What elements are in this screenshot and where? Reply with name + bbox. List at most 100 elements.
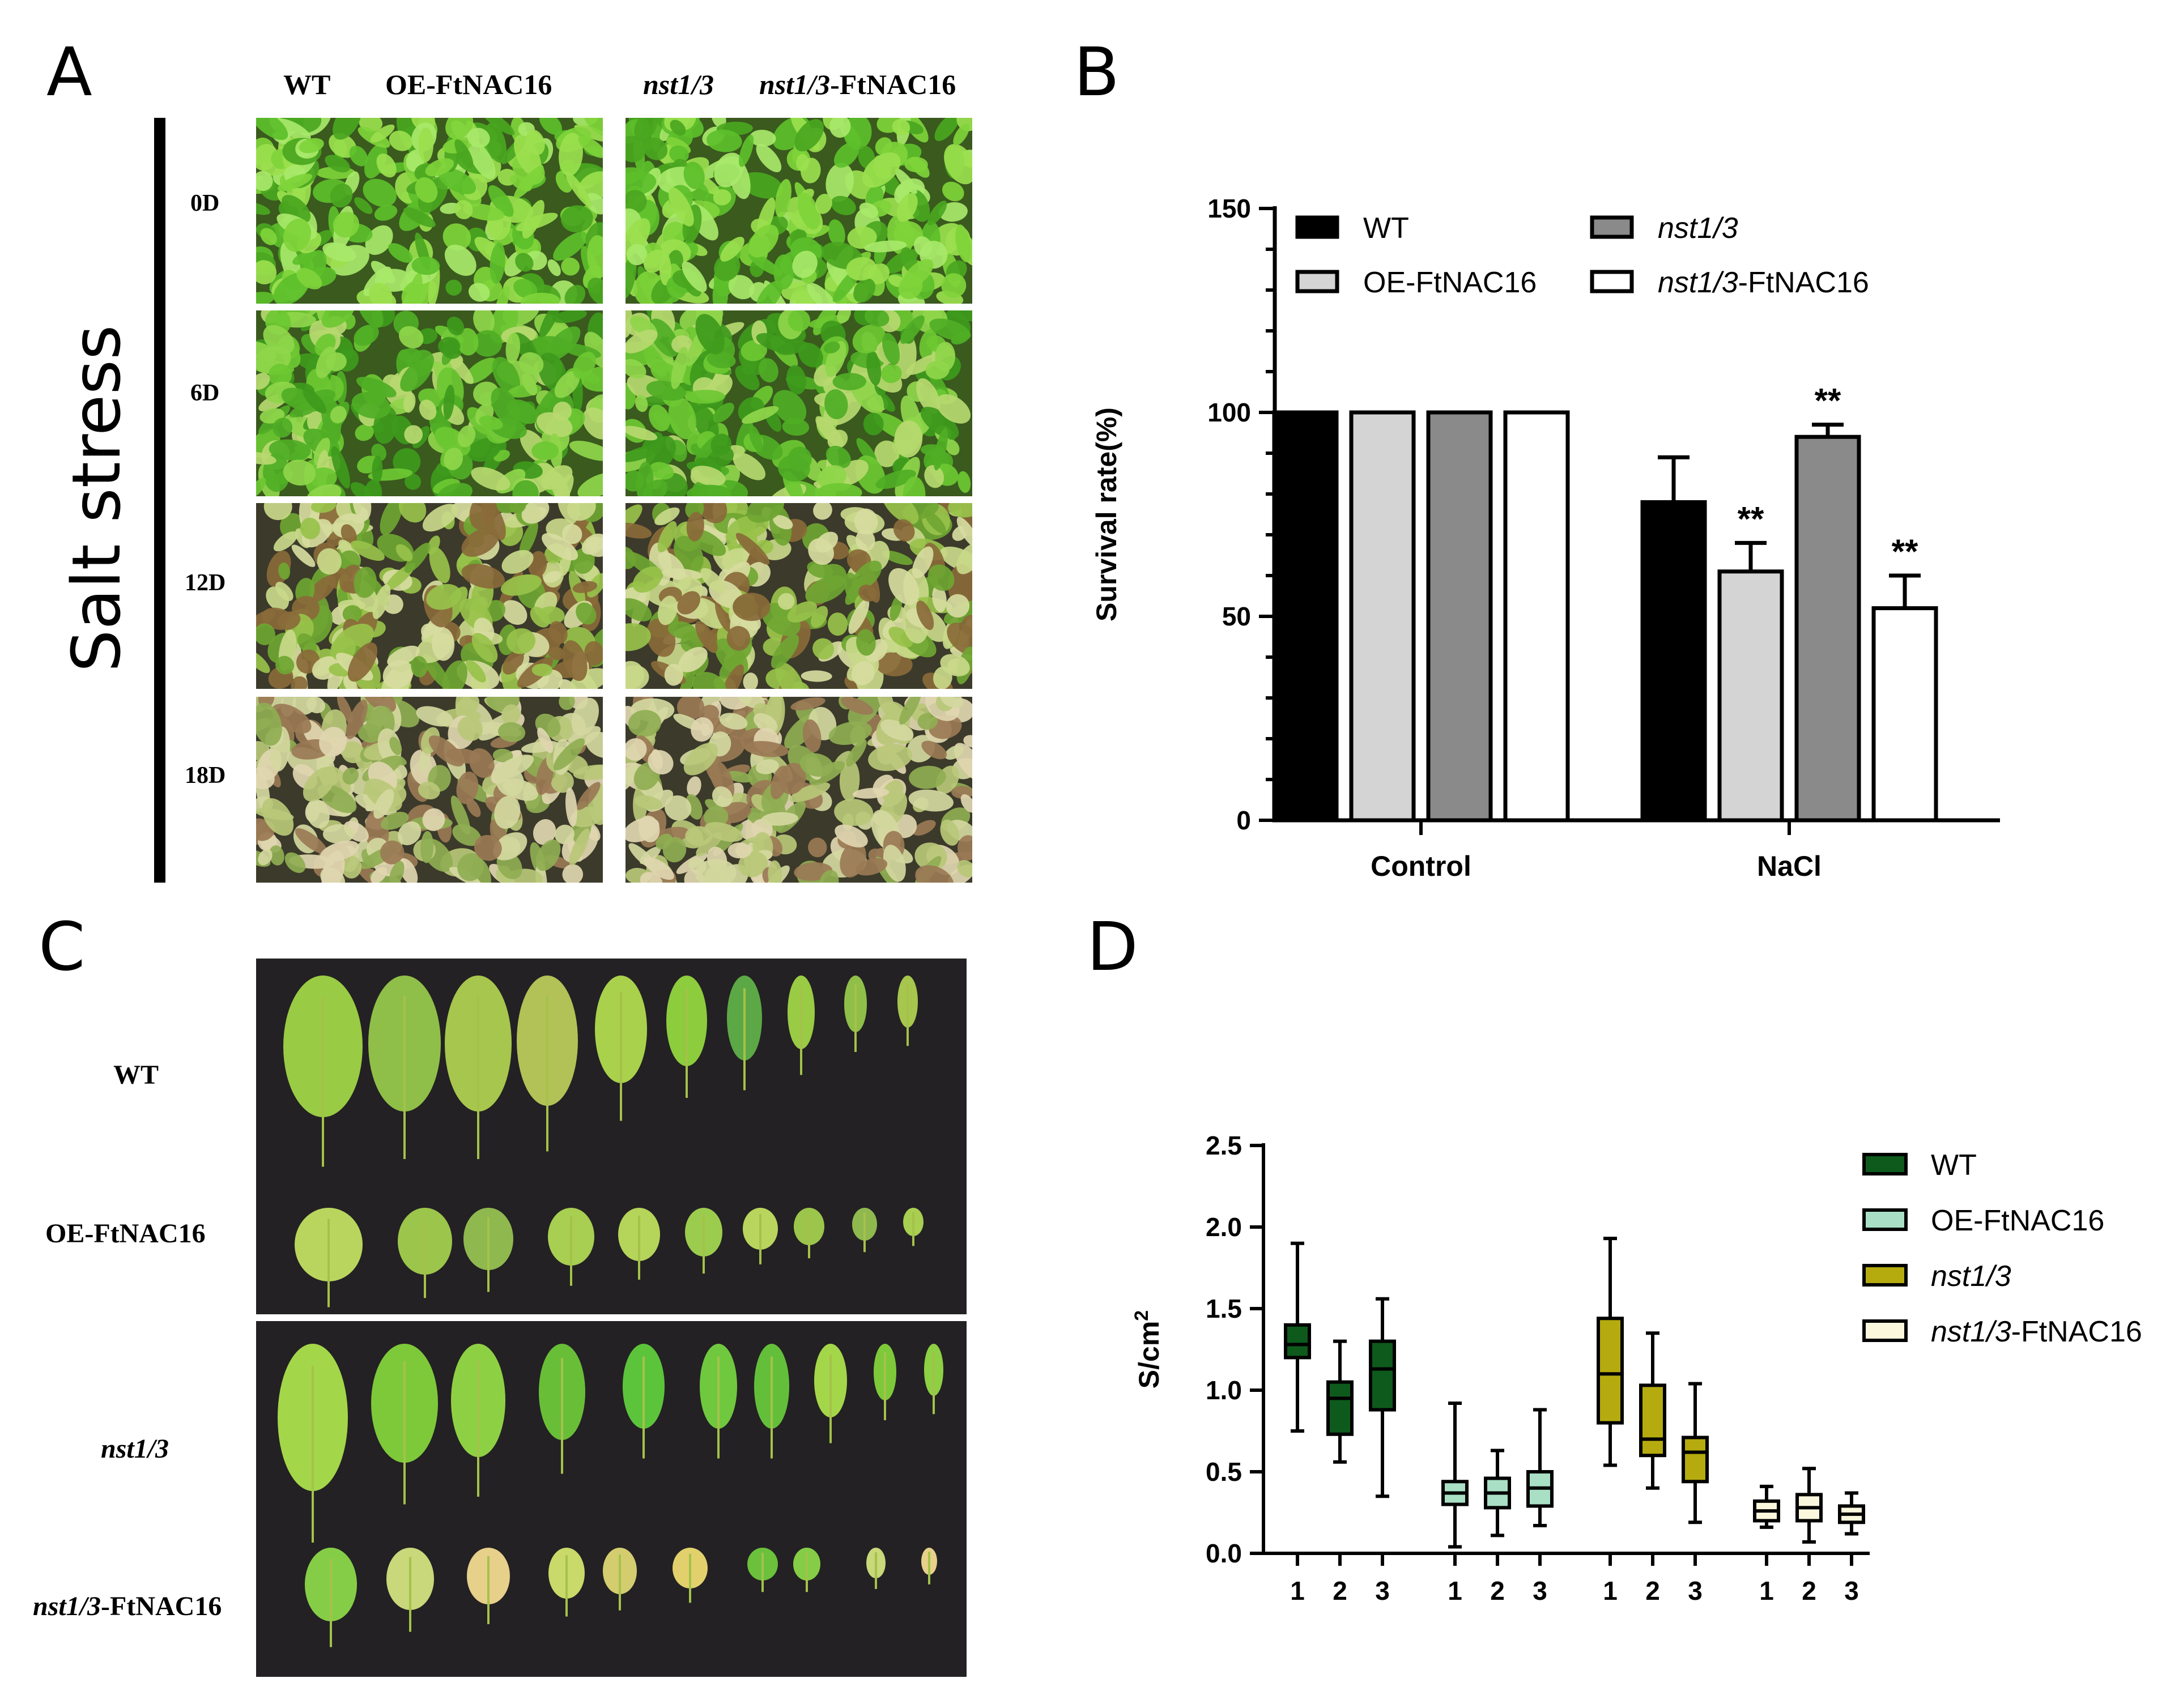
leaf-blob: [382, 659, 414, 689]
leaf-blob: [917, 713, 938, 730]
leaf-blob: [578, 135, 603, 158]
leaf-blob: [577, 472, 603, 496]
leaf-blob: [625, 359, 646, 379]
leaf-blob: [559, 697, 575, 710]
leaf-blob: [388, 243, 413, 263]
leaf: [903, 1208, 924, 1246]
leaf-blob: [851, 661, 875, 685]
leaf-blob: [333, 211, 359, 238]
leaf-blob: [846, 739, 867, 767]
leaf-blob: [491, 387, 521, 426]
leaf-blob: [719, 713, 748, 730]
leaf-blob: [697, 503, 727, 523]
leaf-blob: [799, 753, 833, 777]
leaf-blob: [389, 130, 413, 151]
leaf-blob: [868, 744, 912, 772]
leaf-blob: [840, 697, 874, 715]
leaf-blob: [485, 122, 507, 163]
leaf-blob: [273, 531, 298, 552]
leaf-blob: [882, 503, 919, 525]
leaf-blob: [376, 153, 397, 178]
leaf-blob: [958, 471, 971, 493]
leaf-blob: [916, 378, 940, 414]
leaf-blob: [880, 364, 902, 384]
leaf-blob: [469, 503, 497, 530]
leaf-blob: [531, 663, 553, 676]
leaf-blob: [692, 598, 726, 629]
leaf-blob: [858, 585, 877, 602]
panel-c-leaves-top: [283, 976, 924, 1307]
leaf-blob: [801, 670, 832, 682]
leaf-blob: [514, 135, 542, 177]
leaf-blob: [831, 195, 856, 215]
leaf-blob: [419, 399, 437, 420]
leaf-blob: [693, 404, 719, 441]
leaf-blob: [571, 697, 599, 736]
leaf-blob: [628, 710, 661, 737]
leaf-blob: [564, 284, 586, 304]
leaf-blob: [584, 331, 603, 368]
leaf-blob: [562, 640, 588, 682]
leaf-blob: [256, 702, 282, 746]
leaf-blob: [888, 568, 920, 605]
leaf-blob: [573, 352, 596, 379]
panel-a-letter: A: [46, 33, 92, 111]
leaf-blob: [644, 857, 674, 880]
leaf-blob: [400, 359, 433, 392]
leaf-blob: [438, 168, 476, 194]
leaf-blob: [719, 653, 744, 679]
leaf-blob: [856, 629, 876, 656]
leaf-blob: [944, 144, 972, 185]
leaf-blob: [956, 543, 972, 574]
leaf-blob: [815, 194, 832, 214]
leaf-blob: [957, 860, 972, 878]
leaf-blob: [256, 118, 288, 140]
x-tick-label: 3: [1688, 1576, 1703, 1605]
leaf-blob: [920, 407, 959, 439]
leaf-blob: [677, 591, 701, 615]
leaf-blob: [437, 483, 473, 496]
leaf-blob: [446, 316, 465, 336]
leaf-blob: [562, 524, 582, 544]
leaf-blob: [347, 642, 378, 682]
leaf-blob: [741, 172, 784, 199]
leaf-blob: [457, 697, 480, 716]
leaf-blob: [890, 594, 903, 621]
leaf-blob: [492, 755, 534, 780]
leaf-blob: [832, 373, 866, 391]
bar: [1794, 435, 1861, 823]
leaf: [743, 1208, 778, 1264]
panel-a-col-nst-ft-label: nst1/3-FtNAC16: [759, 69, 956, 100]
leaf-blob: [671, 347, 688, 389]
leaf-blob: [319, 727, 347, 757]
leaf-blob: [428, 735, 464, 766]
leaf-blob: [374, 205, 398, 221]
leaf-blob: [350, 482, 373, 496]
leaf-blob: [282, 194, 311, 223]
leaf-blob: [561, 257, 580, 276]
leaf-blob: [468, 283, 490, 302]
leaf-blob: [518, 352, 544, 375]
x-tick-label: 2: [1490, 1576, 1505, 1605]
leaf-blob: [576, 782, 601, 810]
leaf-blob: [492, 748, 513, 763]
leaf-blob: [284, 852, 306, 873]
leaf-blob: [512, 480, 539, 496]
x-tick-label: 1: [1290, 1576, 1305, 1605]
leaf-blob: [479, 415, 503, 430]
leaf-blob: [493, 832, 527, 861]
leaf-blob: [786, 365, 807, 395]
leaf-blob: [404, 425, 423, 444]
seedlings: [625, 503, 972, 689]
leaf: [897, 976, 918, 1046]
leaf-blob: [756, 280, 782, 304]
leaf-blob: [471, 633, 498, 663]
leaf-blob: [882, 780, 904, 803]
panel-c-row-nst-ft: nst1/3-FtNAC16: [33, 1591, 222, 1622]
leaf-blob: [271, 704, 312, 734]
legend-swatch: [1590, 270, 1634, 293]
leaf-blob: [457, 328, 479, 356]
leaf-blob: [501, 704, 521, 725]
leaf-blob: [927, 564, 955, 591]
leaf-blob: [389, 861, 405, 883]
